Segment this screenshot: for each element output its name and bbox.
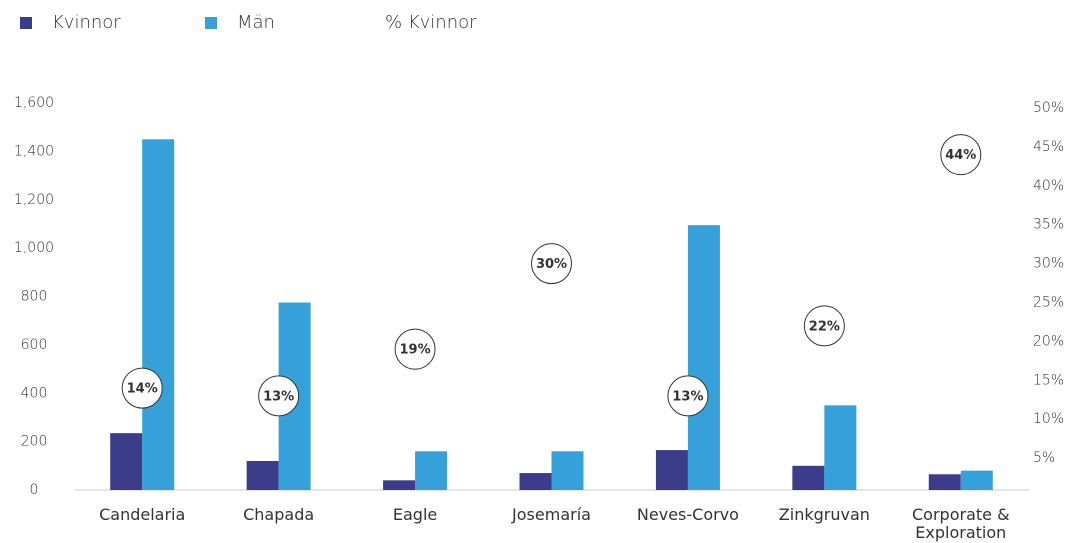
y2-tick-label: 5% xyxy=(1033,450,1055,466)
pct-bubble xyxy=(940,134,982,176)
y-tick-label: 1,200 xyxy=(14,192,54,208)
y-tick-label: 0 xyxy=(30,482,39,498)
data-label: 14% xyxy=(127,382,158,397)
y-tick-label: 1,400 xyxy=(14,143,54,159)
bar xyxy=(142,139,175,490)
pct-bubble xyxy=(121,367,163,409)
legend-swatch xyxy=(205,17,217,29)
y2-tick-label: 50% xyxy=(1033,100,1064,116)
bar xyxy=(960,470,993,490)
data-label: 13% xyxy=(263,389,294,404)
bar xyxy=(110,433,143,490)
bar xyxy=(792,465,825,490)
y-tick-label: 600 xyxy=(21,337,48,353)
x-tick-label: Zinkgruvan xyxy=(778,505,870,524)
bar xyxy=(519,473,552,490)
bar xyxy=(415,451,448,490)
pct-bubble xyxy=(667,375,709,417)
y2-tick-label: 20% xyxy=(1033,333,1064,349)
x-tick-label: Josemaría xyxy=(512,505,591,524)
data-label: 13% xyxy=(672,389,703,404)
legend-label: Kvinnor xyxy=(52,12,121,33)
bar xyxy=(551,451,584,490)
bar xyxy=(246,460,279,490)
bar xyxy=(928,474,961,490)
data-label: 19% xyxy=(400,343,431,358)
bar xyxy=(687,225,720,490)
y2-tick-label: 45% xyxy=(1033,139,1064,155)
data-label: 22% xyxy=(809,319,840,334)
y2-tick-label: 15% xyxy=(1033,372,1064,388)
y2-tick-label: 10% xyxy=(1033,411,1064,427)
y-tick-label: 400 xyxy=(21,385,48,401)
x-tick-label: Neves-Corvo xyxy=(636,505,739,524)
pct-bubble xyxy=(258,375,300,417)
x-tick-label: Eagle xyxy=(392,505,438,524)
y-tick-label: 1,600 xyxy=(14,95,54,111)
data-label: 30% xyxy=(536,257,567,272)
legend-swatch xyxy=(352,16,366,30)
y2-tick-label: 35% xyxy=(1033,217,1064,233)
data-label: 44% xyxy=(945,148,976,163)
bar xyxy=(824,405,857,490)
y-tick-label: 200 xyxy=(21,434,48,450)
y-tick-label: 800 xyxy=(21,289,48,305)
y2-tick-label: 40% xyxy=(1033,178,1064,194)
x-tick-label: Chapada xyxy=(243,505,315,524)
pct-bubble xyxy=(394,328,436,370)
pct-bubble xyxy=(803,305,845,347)
y-tick-label: 1,000 xyxy=(14,240,54,256)
legend-swatch xyxy=(20,17,32,29)
bar xyxy=(655,450,688,490)
y2-tick-label: 25% xyxy=(1033,295,1064,311)
x-tick-label: Candelaria xyxy=(99,505,186,524)
x-tick-label: Corporate & Exploration xyxy=(912,505,1010,542)
pct-bubble xyxy=(531,243,572,285)
legend-label: % Kvinnor xyxy=(385,12,477,33)
y2-tick-label: 30% xyxy=(1033,256,1064,272)
legend-label: Män xyxy=(237,12,275,33)
bar xyxy=(383,480,416,490)
